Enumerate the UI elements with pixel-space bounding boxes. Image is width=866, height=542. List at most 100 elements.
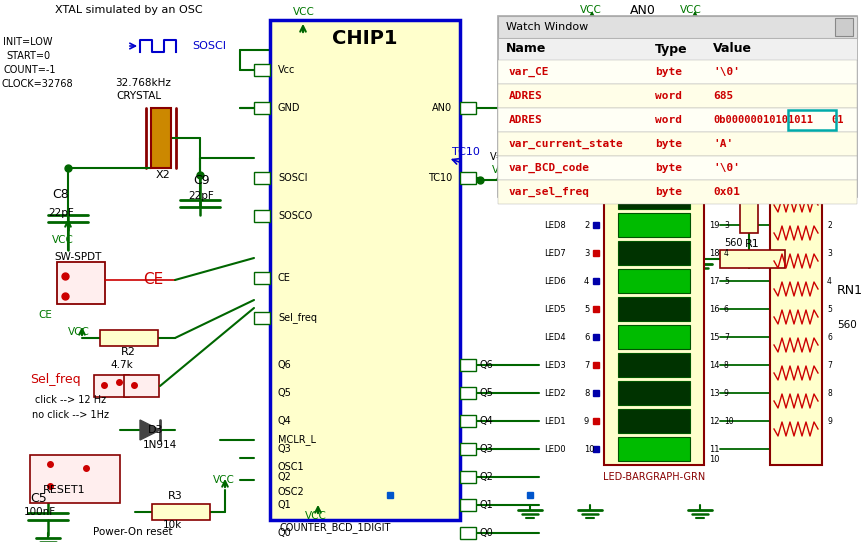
Text: VCC: VCC [305, 511, 326, 521]
Bar [254, 64, 270, 76]
Text: RESET1: RESET1 [43, 485, 86, 495]
Text: 17: 17 [709, 276, 720, 286]
Text: 7: 7 [724, 332, 729, 341]
Bar [498, 38, 857, 60]
Text: 560: 560 [724, 238, 742, 248]
Text: Q4: Q4 [480, 416, 494, 426]
Text: 100nF: 100nF [24, 507, 56, 517]
Text: Value: Value [713, 42, 752, 55]
Text: OSC1: OSC1 [278, 462, 305, 472]
Text: CE: CE [38, 310, 52, 320]
Bar [254, 102, 270, 114]
Text: 2: 2 [724, 192, 729, 202]
Text: Q3: Q3 [480, 444, 494, 454]
Text: 22pF: 22pF [48, 208, 74, 218]
Text: '\0': '\0' [713, 163, 740, 173]
Text: 3: 3 [584, 248, 590, 257]
Text: 10: 10 [724, 416, 734, 425]
Text: CLOCK=32768: CLOCK=32768 [1, 79, 73, 89]
Text: 16: 16 [709, 305, 720, 313]
Bar [57, 262, 105, 304]
Bar [94, 375, 129, 397]
Bar [618, 297, 690, 321]
Text: CRYSTAL: CRYSTAL [116, 91, 161, 101]
Text: Q5: Q5 [480, 388, 494, 398]
Text: Q6: Q6 [278, 360, 292, 370]
Text: Q5: Q5 [278, 388, 292, 398]
Text: Name: Name [506, 42, 546, 55]
Text: GND: GND [278, 103, 301, 113]
Bar [720, 250, 785, 268]
Text: V=4.88946: V=4.88946 [490, 152, 545, 162]
Text: 1: 1 [584, 192, 589, 202]
Text: VCC: VCC [52, 235, 74, 245]
Text: VCC: VCC [213, 475, 235, 485]
Text: LED9: LED9 [544, 192, 565, 202]
Text: 10: 10 [709, 455, 720, 464]
Bar [604, 175, 704, 465]
Text: 0x01: 0x01 [713, 187, 740, 197]
Bar [618, 269, 690, 293]
Text: SOSCI: SOSCI [192, 41, 226, 51]
Text: 13: 13 [709, 389, 720, 397]
Text: C9: C9 [193, 173, 210, 186]
Text: 8: 8 [827, 389, 831, 397]
Text: X2: X2 [156, 170, 171, 180]
Bar [460, 102, 476, 114]
Text: 1: 1 [757, 183, 762, 191]
Text: 8: 8 [584, 389, 590, 397]
Text: COUNT=-1: COUNT=-1 [3, 65, 55, 75]
Text: LED5: LED5 [544, 305, 565, 313]
Text: 10k: 10k [163, 520, 182, 530]
Text: Q1: Q1 [480, 500, 494, 510]
Text: U4: U4 [567, 153, 584, 166]
Text: 14: 14 [709, 360, 720, 370]
Text: Q2: Q2 [480, 472, 494, 482]
Text: Sel_freq: Sel_freq [30, 373, 81, 386]
Bar [498, 132, 857, 156]
Text: LED8: LED8 [544, 221, 565, 229]
Text: 6: 6 [584, 332, 590, 341]
Text: 18: 18 [709, 248, 720, 257]
Bar [30, 455, 120, 503]
Bar [254, 172, 270, 184]
Text: MCLR_L: MCLR_L [278, 435, 316, 446]
Text: 5: 5 [827, 305, 832, 313]
Bar [835, 18, 853, 36]
Text: 5: 5 [724, 276, 729, 286]
Bar [618, 437, 690, 461]
Text: 120: 120 [560, 75, 579, 85]
Text: 9: 9 [827, 416, 832, 425]
Text: VCC: VCC [680, 5, 701, 15]
Text: Type: Type [655, 42, 688, 55]
Text: VCC: VCC [580, 5, 602, 15]
Bar [498, 16, 857, 197]
Text: Watch Window: Watch Window [506, 22, 588, 32]
Bar [618, 241, 690, 265]
Text: 1N914: 1N914 [143, 440, 178, 450]
Bar [498, 84, 857, 108]
Bar [460, 172, 476, 184]
Text: D3: D3 [148, 425, 164, 435]
Text: 8: 8 [724, 360, 729, 370]
Text: LED6: LED6 [544, 276, 565, 286]
Text: 4.7k: 4.7k [111, 360, 133, 370]
Text: LED4: LED4 [544, 332, 565, 341]
Bar [151, 108, 171, 168]
Text: 10: 10 [584, 444, 594, 454]
Text: Q4: Q4 [278, 416, 292, 426]
Bar [740, 175, 758, 233]
Text: 10k: 10k [625, 75, 644, 85]
Bar [254, 312, 270, 324]
Text: 560: 560 [837, 320, 856, 330]
Bar [618, 409, 690, 433]
Text: byte: byte [655, 187, 682, 197]
Text: ADRES: ADRES [509, 91, 543, 101]
Text: 0b00000010101011: 0b00000010101011 [713, 115, 813, 125]
Text: no click --> 1Hz: no click --> 1Hz [32, 410, 109, 420]
Text: 3: 3 [827, 248, 832, 257]
Bar [124, 375, 159, 397]
Text: 'A': 'A' [713, 139, 734, 149]
Bar [460, 387, 476, 399]
Text: byte: byte [655, 163, 682, 173]
